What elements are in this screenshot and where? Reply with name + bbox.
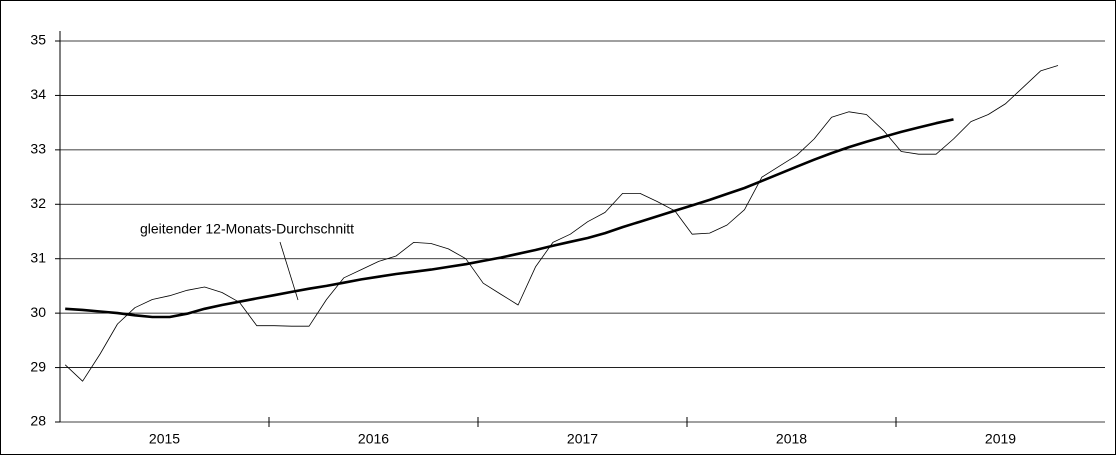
line <box>64 65 1059 382</box>
x-tick-label: 2015 <box>149 431 180 447</box>
y-tick-label: 34 <box>30 86 46 102</box>
y-tick-label: 30 <box>30 304 46 320</box>
y-tick-label: 31 <box>30 249 46 265</box>
y-tick-label: 32 <box>30 195 46 211</box>
y-tick-label: 35 <box>30 32 46 48</box>
x-tick-label: 2016 <box>358 431 389 447</box>
x-tick-label: 2018 <box>776 431 807 447</box>
y-tick-label: 29 <box>30 358 46 374</box>
x-tick-label: 2019 <box>985 431 1016 447</box>
annotation: gleitender 12-Monats-Durchschnitt <box>140 221 354 237</box>
line <box>65 118 954 319</box>
y-tick-label: 33 <box>30 141 46 157</box>
x-tick-label: 2017 <box>567 431 598 447</box>
y-tick-label: 28 <box>30 413 46 429</box>
